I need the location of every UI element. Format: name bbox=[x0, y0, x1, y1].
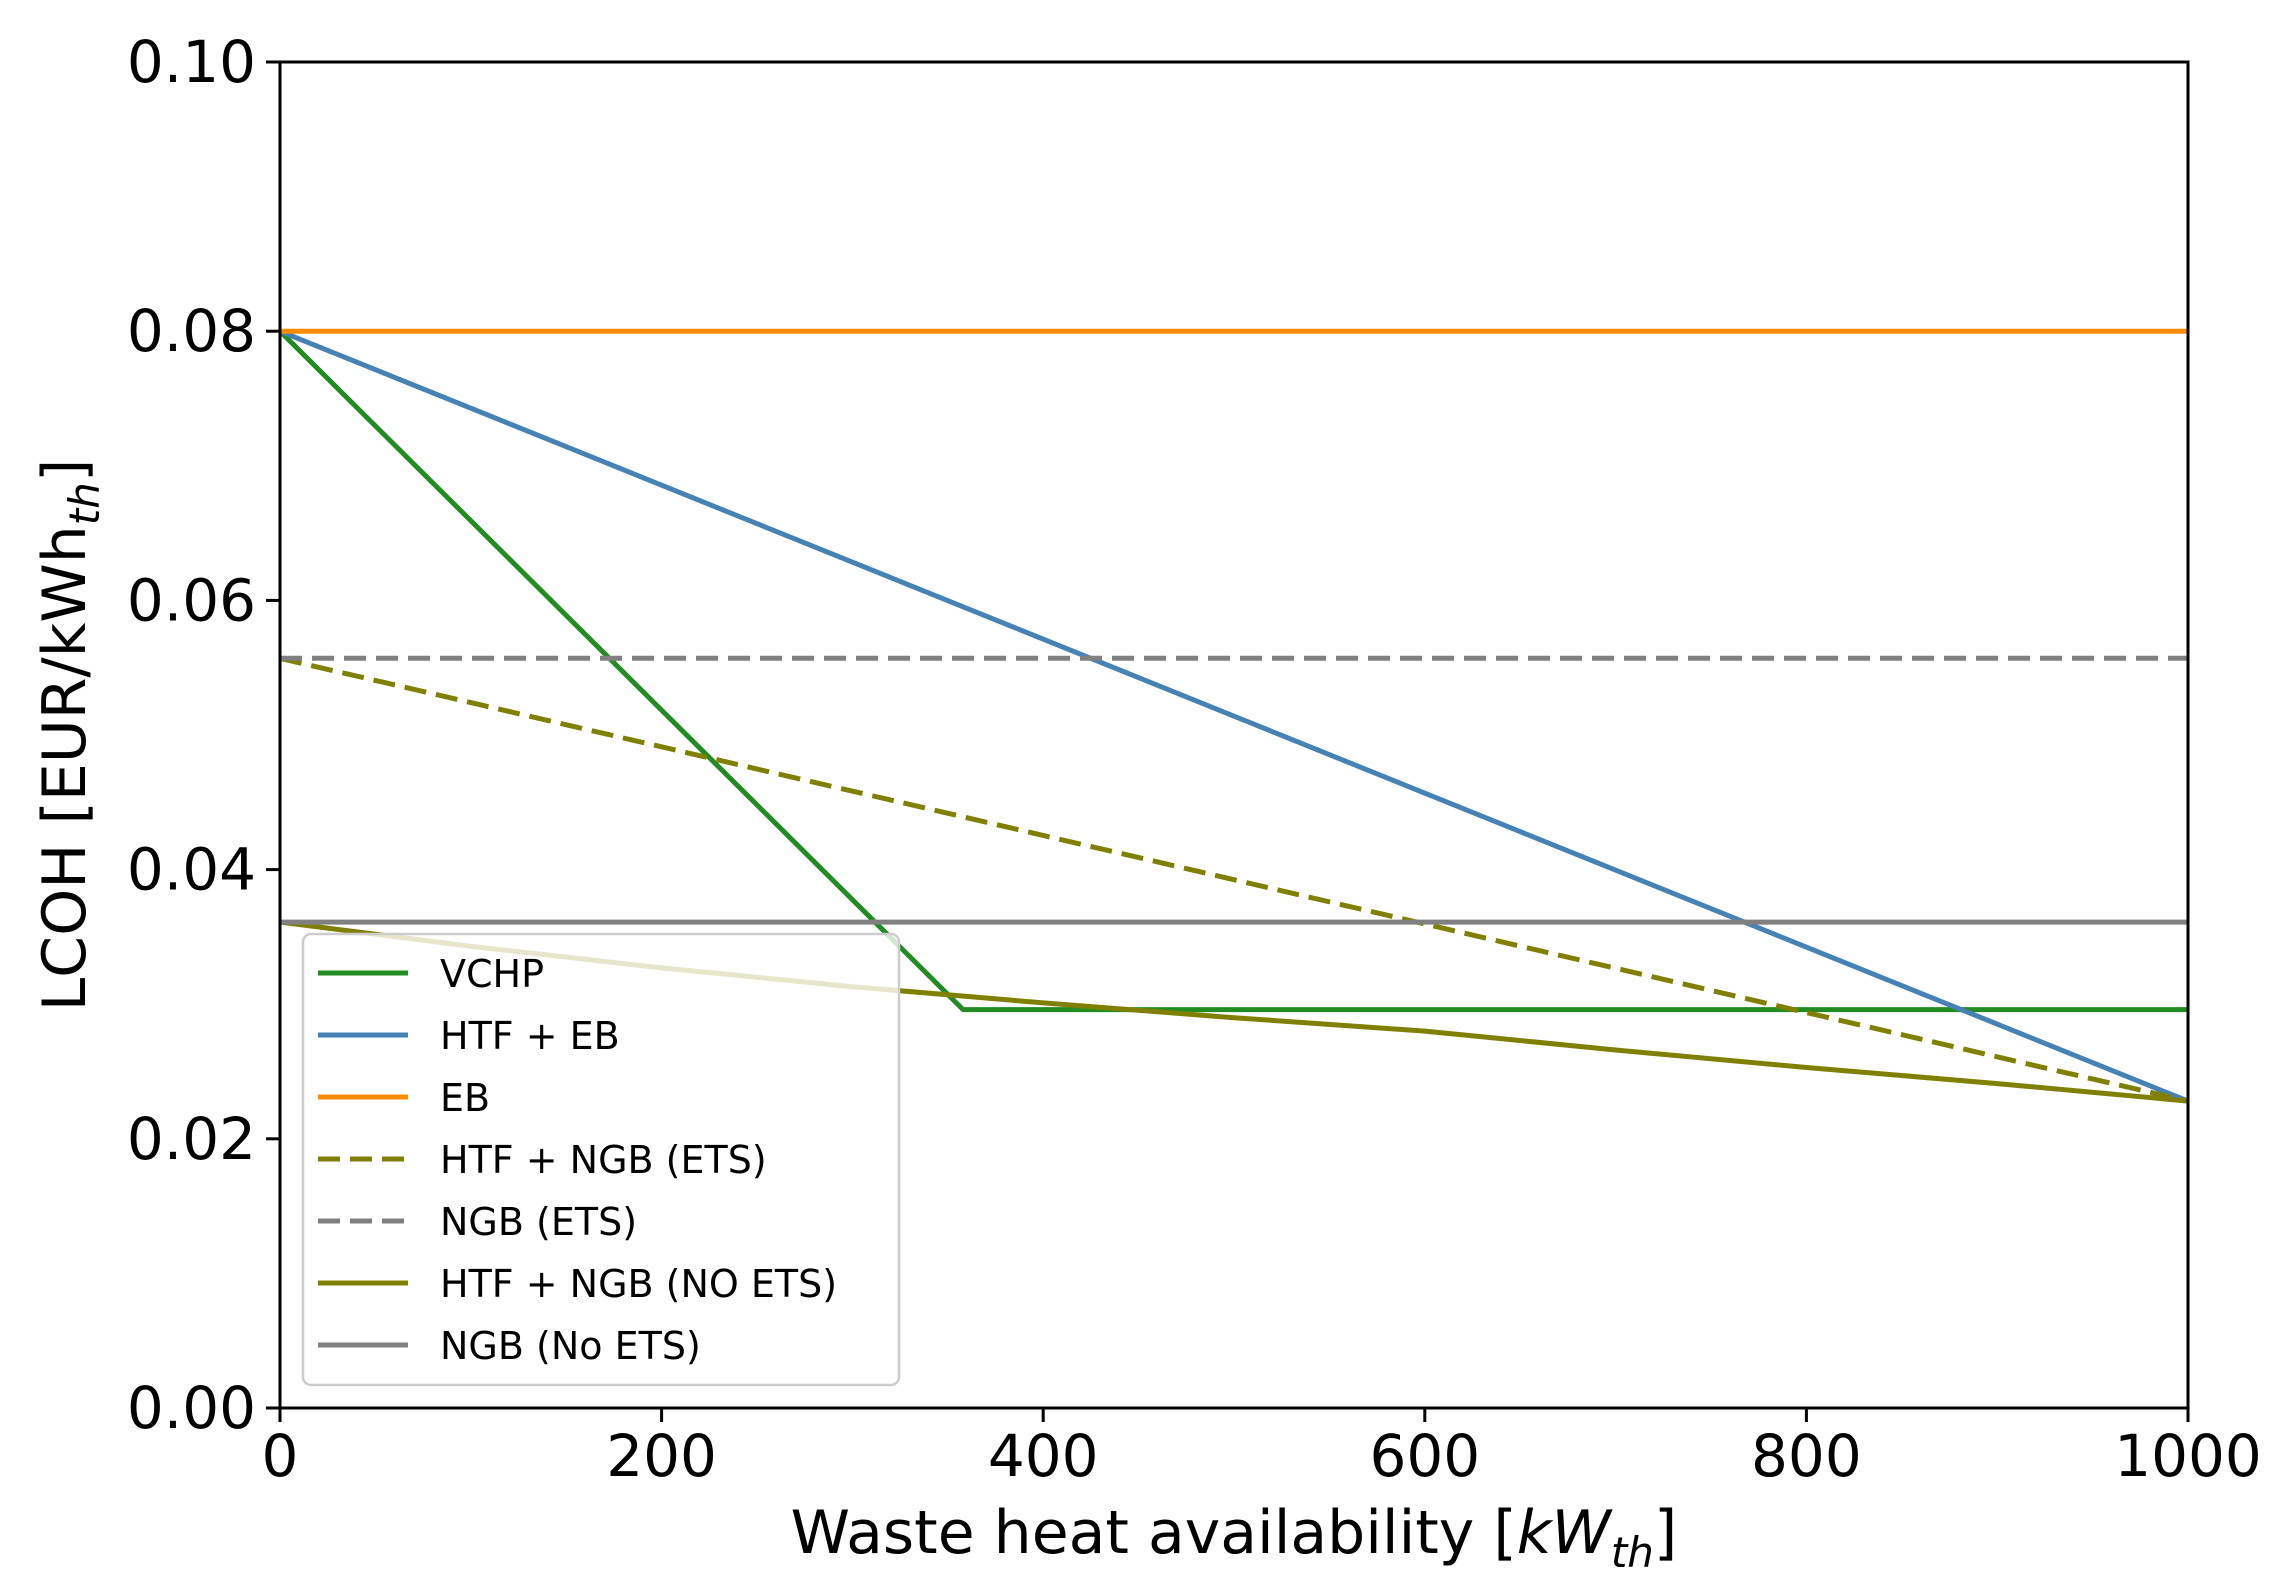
legend-item: HTF + EB bbox=[318, 1014, 620, 1058]
legend-label: EB bbox=[440, 1076, 490, 1120]
x-tick-label: 600 bbox=[1369, 1422, 1480, 1490]
plot-frame bbox=[278, 60, 2190, 1410]
legend-item: NGB (No ETS) bbox=[318, 1324, 701, 1368]
legend-label: HTF + NGB (NO ETS) bbox=[440, 1262, 837, 1306]
legend: VCHP HTF + EB EB HTF + NGB (ETS) NGB (ETS) HT… bbox=[301, 932, 901, 1387]
y-tick-label: 0.02 bbox=[127, 1105, 256, 1173]
legend-label: HTF + EB bbox=[440, 1014, 620, 1058]
series-line-3 bbox=[280, 655, 2188, 1104]
legend-label: HTF + NGB (ETS) bbox=[440, 1138, 767, 1182]
x-tick-label: 800 bbox=[1751, 1422, 1862, 1490]
y-axis-label: LCOH [EUR/kWhth] bbox=[30, 459, 109, 1012]
legend-item: EB bbox=[318, 1076, 490, 1120]
y-tick-label: 0.10 bbox=[127, 28, 256, 96]
x-tick-label: 1000 bbox=[2114, 1422, 2262, 1490]
x-tick-label: 200 bbox=[606, 1422, 717, 1490]
legend-label: VCHP bbox=[440, 952, 544, 996]
series-line-0 bbox=[280, 329, 2188, 1013]
y-axis: 0.00 0.02 0.04 0.06 0.08 0.10 bbox=[127, 28, 280, 1442]
y-tick-label: 0.00 bbox=[127, 1374, 256, 1442]
x-tick-label: 0 bbox=[262, 1422, 299, 1490]
legend-item: VCHP bbox=[318, 952, 544, 996]
legend-item: HTF + NGB (ETS) bbox=[318, 1138, 767, 1182]
series-line-1 bbox=[280, 328, 2188, 1104]
y-tick-label: 0.06 bbox=[127, 566, 256, 634]
legend-box bbox=[301, 932, 901, 1387]
legend-item: HTF + NGB (NO ETS) bbox=[318, 1262, 837, 1306]
x-axis: 0 200 400 600 800 1000 bbox=[262, 1408, 2262, 1490]
legend-label: NGB (No ETS) bbox=[440, 1324, 701, 1368]
legend-item: NGB (ETS) bbox=[318, 1200, 637, 1244]
x-tick-label: 400 bbox=[988, 1422, 1099, 1490]
y-tick-label: 0.04 bbox=[127, 836, 256, 904]
x-axis-label: Waste heat availability [kWth] bbox=[791, 1498, 1678, 1577]
legend-label: NGB (ETS) bbox=[440, 1200, 637, 1244]
y-tick-label: 0.08 bbox=[127, 297, 256, 365]
